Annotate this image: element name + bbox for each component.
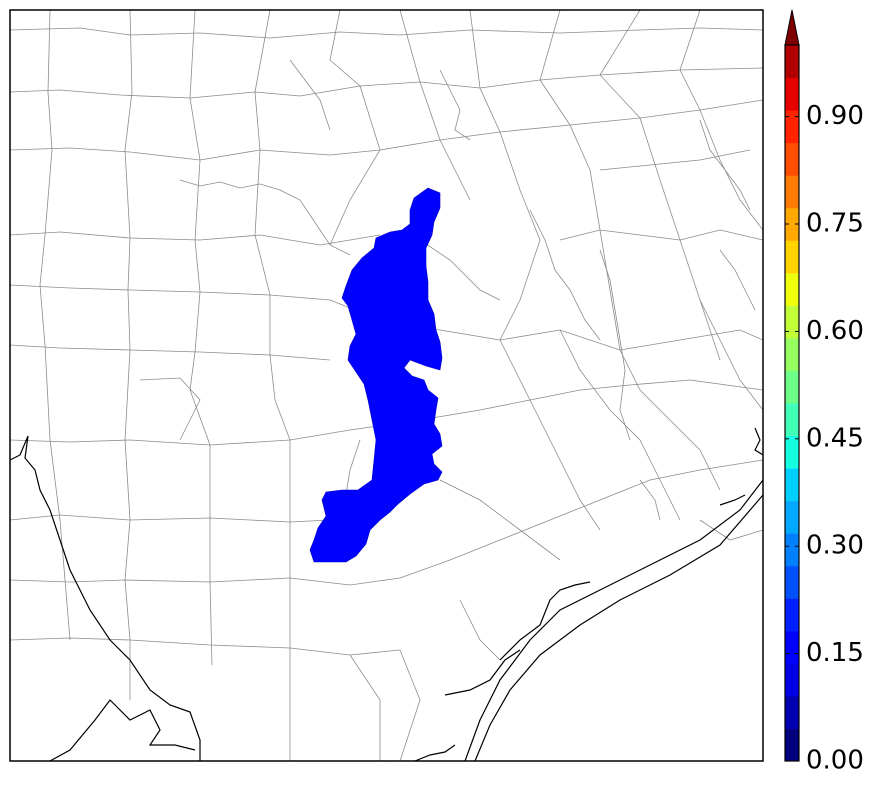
colorbar-band [785, 370, 799, 404]
colorbar-band [785, 305, 799, 339]
colorbar-tick-label: 0.60 [806, 316, 864, 346]
map-panel [9, 9, 764, 762]
colorbar-band [785, 630, 799, 664]
colorbar-tick-label: 0.75 [806, 209, 864, 239]
colorbar-band [785, 240, 799, 274]
colorbar-bands [785, 45, 799, 762]
colorbar-band [785, 468, 799, 502]
county-boundaries [9, 9, 764, 762]
colorbar-tick-label: 0.30 [806, 531, 864, 561]
colorbar-frame [784, 44, 800, 762]
colorbar-band [785, 500, 799, 534]
colorbar-band [785, 598, 799, 632]
colorbar-tick-label: 0.90 [806, 101, 864, 131]
coastline [9, 427, 764, 762]
colorbar-band [785, 565, 799, 599]
map-frame [9, 9, 764, 762]
colorbar-band [785, 45, 799, 79]
colorbar-band [785, 728, 799, 762]
colorbar-ticks: 0.00 0.15 0.30 0.45 0.60 0.75 0.90 [785, 101, 864, 776]
colorbar-tick-label: 0.00 [806, 746, 864, 776]
colorbar: 0.00 0.15 0.30 0.45 0.60 0.75 0.90 [784, 9, 864, 776]
colorbar-band [785, 175, 799, 209]
colorbar-band [785, 403, 799, 437]
colorbar-extend-arrow [784, 9, 800, 46]
colorbar-band [785, 142, 799, 176]
colorbar-band [785, 435, 799, 469]
colorbar-band [785, 207, 799, 241]
colorbar-band [785, 533, 799, 567]
river-boundaries [179, 69, 756, 521]
colorbar-band [785, 663, 799, 697]
colorbar-band [785, 77, 799, 111]
colorbar-band [785, 337, 799, 371]
colorbar-band [785, 110, 799, 144]
colorbar-band [785, 695, 799, 729]
probability-region [309, 187, 443, 563]
colorbar-tick-label: 0.45 [806, 423, 864, 453]
colorbar-tick-label: 0.15 [806, 638, 864, 668]
colorbar-band [785, 272, 799, 306]
